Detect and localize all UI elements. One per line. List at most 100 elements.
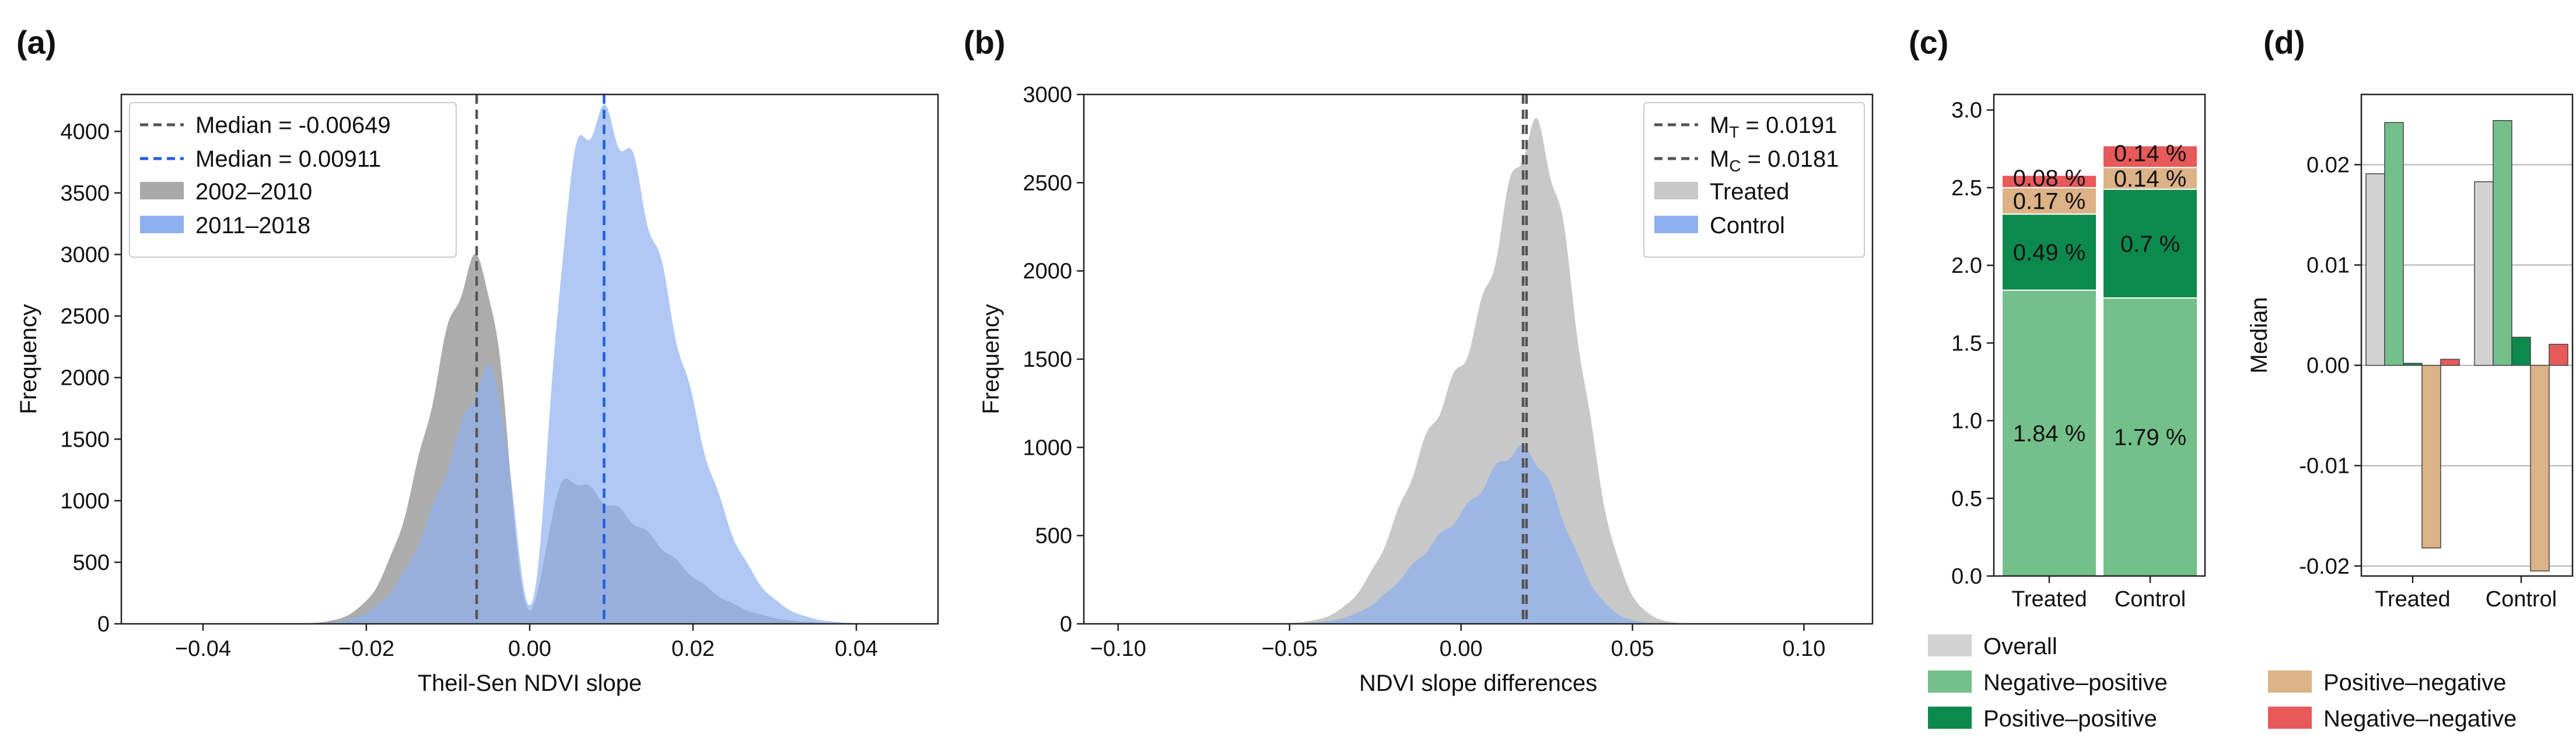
legend-negative-positive-label: Negative–positive — [1983, 670, 2168, 696]
panel-c-bar-segment — [2001, 289, 2097, 577]
panel-b-histogram: −0.10 −0.05 0.00 0.05 0.10 0 500 1000 1500 2000 25… — [978, 83, 1874, 696]
panel-a-xlabel: Theil-Sen NDVI slope — [418, 670, 642, 696]
panel-a-ylabel: Frequency — [16, 304, 41, 415]
panel-c-xtick-label: Control — [2115, 587, 2186, 612]
panel-a-xtick-label: 0.02 — [671, 637, 715, 661]
panel-c-bar-segment — [2102, 297, 2198, 577]
panel-c-segment-label: 0.08 % — [2013, 166, 2086, 191]
legend-overall-swatch — [1928, 634, 1972, 656]
panel-b-ytick-label: 0 — [1060, 612, 1072, 637]
panel-a-xtick-label: −0.04 — [175, 637, 231, 661]
panel-b-ytick-label: 2500 — [1023, 171, 1072, 195]
panel-b-xtick-label: 0.05 — [1611, 637, 1654, 661]
panel-c-letter: (c) — [1909, 24, 1948, 61]
panel-a-ytick-label: 4000 — [60, 120, 110, 144]
panel-c-segment-label: 1.84 % — [2013, 421, 2086, 447]
legend-negative-negative-label: Negative–negative — [2323, 706, 2516, 732]
panel-c-bar-segment — [2102, 167, 2198, 190]
panel-b-legend: MT = 0.0191 MC = 0.0181 Treated Control — [1643, 102, 1865, 258]
legend-control-swatch — [1654, 216, 1698, 233]
panel-c-ytick-label: 0.0 — [1951, 564, 1982, 589]
panel-b-letter: (b) — [964, 24, 1006, 61]
panel-b-xtick-label: 0.00 — [1440, 637, 1483, 661]
legend-positive-negative-swatch — [2268, 670, 2312, 693]
panel-c-ytick-label: 2.5 — [1951, 176, 1982, 201]
panel-a-series-0-area — [121, 254, 938, 624]
panel-c-segment-label: 1.79 % — [2114, 425, 2187, 451]
panel-c-bar-segment — [2102, 145, 2198, 168]
panel-a-ytick-label: 2000 — [60, 366, 110, 391]
legend-2011-2018-swatch — [140, 216, 184, 233]
panel-b-xtick-label: 0.10 — [1782, 637, 1825, 661]
panel-b-series-1-area — [1084, 444, 1873, 624]
panel-c-bar-segment — [2001, 213, 2097, 291]
legend-positive-negative-label: Positive–negative — [2323, 670, 2507, 696]
shared-legend: Overall Negative–positive Positive–posit… — [1928, 634, 2516, 732]
legend-positive-positive-label: Positive–positive — [1983, 706, 2157, 732]
legend-treated-label: Treated — [1710, 179, 1789, 205]
panel-a-ytick-label: 500 — [73, 550, 110, 575]
panel-d-bar — [2530, 364, 2550, 572]
panel-c-bar-segment — [2001, 174, 2097, 188]
panel-c-segment-label: 0.14 % — [2114, 141, 2187, 167]
panel-b-xlabel: NDVI slope differences — [1359, 670, 1597, 696]
panel-b-xtick-label: −0.05 — [1262, 637, 1318, 661]
legend-positive-positive-swatch — [1928, 707, 1972, 729]
panel-d-ytick-label: -0.02 — [2299, 554, 2350, 579]
panel-a-ytick-label: 3500 — [60, 181, 110, 206]
panel-d-bar — [2421, 364, 2441, 549]
legend-negative-positive-swatch — [1928, 670, 1972, 693]
panel-d-ytick-label: -0.01 — [2299, 454, 2350, 479]
panel-b-xtick-label: −0.10 — [1090, 637, 1146, 661]
panel-d-bar — [2474, 181, 2494, 366]
panel-d-median-bars: Treated Control -0.02 -0.01 0.00 0.01 0.02 Med… — [2246, 93, 2574, 612]
panel-a-ytick-label: 2500 — [60, 304, 110, 329]
panel-c-ytick-label: 2.0 — [1951, 254, 1982, 278]
panel-d-letter: (d) — [2263, 24, 2305, 61]
panel-c-segment-label: 0.14 % — [2114, 166, 2187, 192]
panel-d-ytick-label: 0.01 — [2306, 254, 2350, 278]
panel-d-xtick-label: Treated — [2375, 587, 2451, 612]
panel-c-frame — [1993, 93, 2206, 577]
panel-d-xtick-label: Control — [2486, 587, 2557, 612]
panel-a-xtick-label: 0.00 — [508, 637, 551, 661]
panel-c-ytick-label: 3.0 — [1951, 99, 1982, 123]
panel-b-ytick-label: 1000 — [1023, 436, 1072, 460]
panel-c-stacked-bars: 1.84 % 0.49 % 0.17 %0.08 % 1.79 % 0.7 % 0.14 … — [1951, 93, 2206, 612]
panel-b-ytick-label: 1500 — [1023, 347, 1072, 372]
panel-d-bar — [2403, 363, 2423, 366]
legend-median-gray-label: Median = -0.00649 — [195, 113, 391, 138]
panel-c-segment-label: 0.49 % — [2013, 240, 2086, 265]
legend-mt-label: MT = 0.0191 — [1710, 113, 1837, 141]
panel-c-xtick-label: Treated — [2011, 587, 2087, 612]
panel-c-ytick-label: 1.5 — [1951, 331, 1982, 356]
panel-a-ytick-label: 3000 — [60, 243, 110, 268]
panel-a-xtick-label: 0.04 — [835, 637, 878, 661]
legend-median-blue-label: Median = 0.00911 — [195, 146, 381, 172]
panel-c-ytick-label: 0.5 — [1951, 487, 1982, 511]
legend-2002-2010-swatch — [140, 182, 184, 199]
panel-b-ytick-label: 2000 — [1023, 259, 1072, 284]
panel-d-ytick-label: 0.00 — [2306, 354, 2350, 378]
legend-mc-label: MC = 0.0181 — [1710, 146, 1839, 175]
panel-d-ylabel: Median — [2246, 297, 2272, 373]
panel-d-ytick-label: 0.02 — [2306, 153, 2350, 177]
panel-d-frame — [2360, 93, 2574, 577]
panel-a-xtick-label: −0.02 — [338, 637, 394, 661]
panel-a-histogram: −0.04 −0.02 0.00 0.02 0.04 0 500 1000 1500 2000 25… — [16, 93, 939, 696]
panel-a-ytick-label: 1500 — [60, 427, 110, 452]
panel-c-segment-label: 0.17 % — [2013, 189, 2086, 215]
panel-d-bar — [2365, 173, 2385, 366]
legend-2002-2010-label: 2002–2010 — [195, 179, 312, 205]
legend-treated-swatch — [1654, 182, 1698, 199]
legend-control-label: Control — [1710, 213, 1785, 238]
panel-b-ytick-label: 500 — [1035, 524, 1072, 549]
panel-a-ytick-label: 1000 — [60, 489, 110, 514]
panel-b-ytick-label: 3000 — [1023, 83, 1072, 107]
panel-d-bar — [2511, 336, 2531, 366]
panel-a-ytick-label: 0 — [97, 612, 110, 637]
panel-d-bar — [2549, 343, 2568, 366]
panel-d-bar — [2440, 359, 2460, 366]
panel-a-letter: (a) — [16, 24, 56, 61]
